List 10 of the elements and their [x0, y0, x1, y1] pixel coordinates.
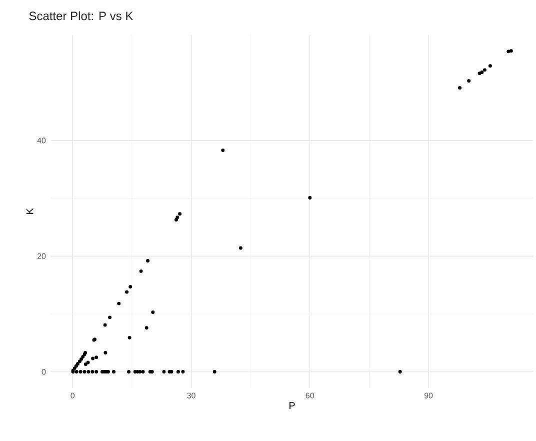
- x-tick-label: 30: [187, 392, 196, 398]
- chart-title: Scatter Plot: P vs K: [29, 11, 134, 20]
- x-tick-label: 60: [306, 392, 314, 398]
- y-tick-label: 0: [42, 368, 46, 374]
- x-tick-label: 0: [70, 392, 75, 398]
- x-tick-label: 90: [424, 392, 433, 398]
- y-tick-label: 20: [37, 253, 46, 259]
- x-axis-title: P: [289, 402, 295, 409]
- y-axis-title: K: [26, 208, 34, 214]
- y-tick-label: 40: [37, 137, 46, 144]
